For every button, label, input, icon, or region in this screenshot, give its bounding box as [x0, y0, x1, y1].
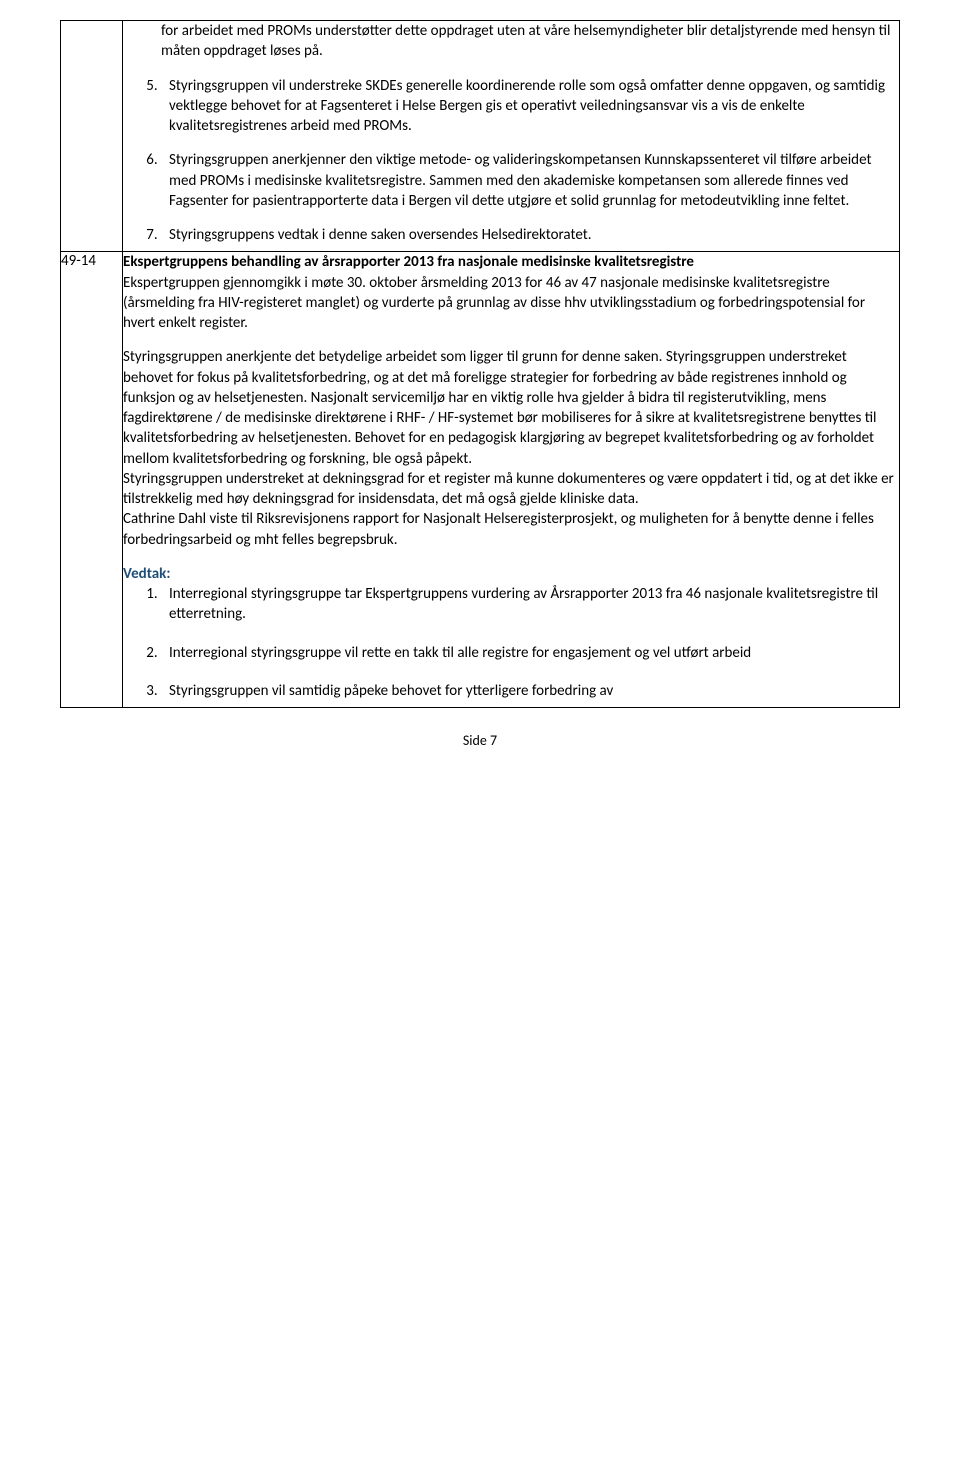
table-row: for arbeidet med PROMs understøtter dett… [61, 21, 900, 252]
paragraph-text: Styringsgruppen anerkjente det betydelig… [123, 347, 899, 469]
list-item-text: Interregional styringsgruppe vil rette e… [169, 644, 751, 662]
list-item-text: Styringsgruppen vil understreke SKDEs ge… [169, 77, 885, 136]
partial-list-item-text: for arbeidet med PROMs understøtter dett… [123, 21, 899, 62]
numbered-list: Styringsgruppen vil understreke SKDEs ge… [123, 76, 899, 246]
page-footer: Side 7 [60, 732, 900, 749]
row-content-cell: for arbeidet med PROMs understøtter dett… [123, 21, 900, 252]
paragraph-text: Ekspertgruppen gjennomgikk i møte 30. ok… [123, 274, 865, 333]
list-item: Styringsgruppen anerkjenner den viktige … [161, 150, 899, 211]
paragraph-text: Styringsgruppen understreket at deknings… [123, 469, 899, 510]
vedtak-list: Interregional styringsgruppe tar Ekspert… [123, 584, 899, 701]
list-item-text: Styringsgruppen vil samtidig påpeke beho… [169, 682, 613, 700]
table-row: 49-14 Ekspertgruppens behandling av årsr… [61, 252, 900, 708]
list-item: Interregional styringsgruppe tar Ekspert… [161, 584, 899, 625]
list-item-text: Styringsgruppens vedtak i denne saken ov… [169, 226, 592, 244]
row-id-cell [61, 21, 123, 252]
paragraph-text: Cathrine Dahl viste til Riksrevisjonens … [123, 509, 899, 550]
row-content-cell: Ekspertgruppens behandling av årsrapport… [123, 252, 900, 708]
list-item: Styringsgruppens vedtak i denne saken ov… [161, 225, 899, 245]
list-item-text: Styringsgruppen anerkjenner den viktige … [169, 151, 871, 210]
row-id-cell: 49-14 [61, 252, 123, 708]
list-item: Interregional styringsgruppe vil rette e… [161, 643, 899, 663]
vedtak-heading: Vedtak: [123, 564, 899, 584]
list-item-text: Interregional styringsgruppe tar Ekspert… [169, 585, 878, 623]
list-item: Styringsgruppen vil samtidig påpeke beho… [161, 681, 899, 701]
list-item: Styringsgruppen vil understreke SKDEs ge… [161, 76, 899, 137]
document-table: for arbeidet med PROMs understøtter dett… [60, 20, 900, 708]
section-title: Ekspertgruppens behandling av årsrapport… [123, 253, 694, 271]
